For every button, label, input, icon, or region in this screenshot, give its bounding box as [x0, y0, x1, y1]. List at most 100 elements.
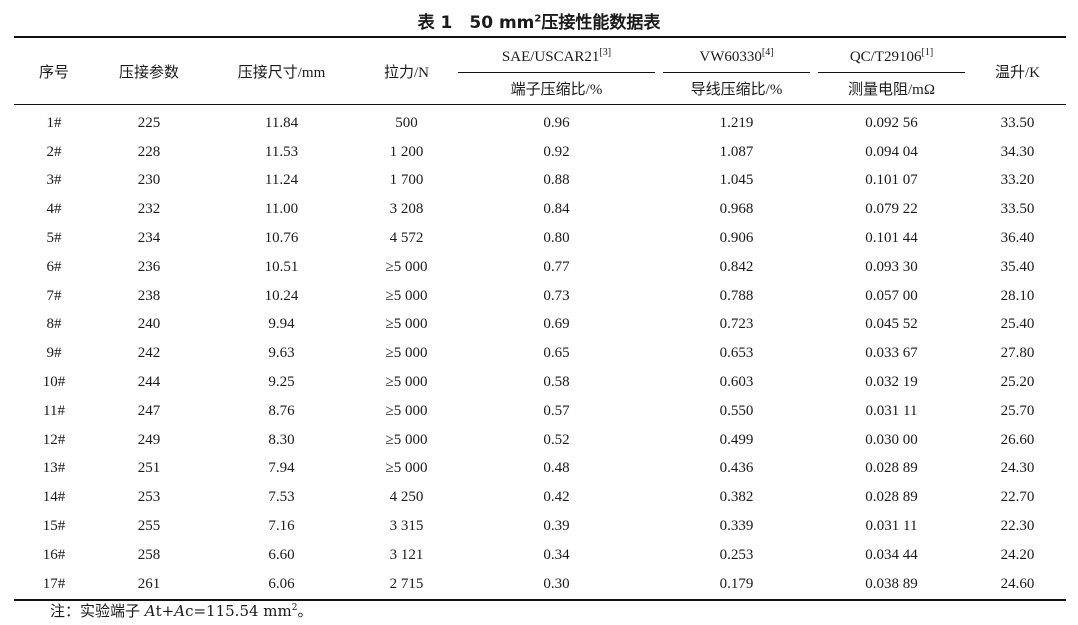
cell-seq: 2# — [46, 143, 62, 160]
cell-seq: 8# — [46, 316, 62, 333]
cell-tension: 3 121 — [389, 546, 424, 563]
cell-temp: 25.70 — [1000, 402, 1035, 419]
header-sae: SAE/USCAR21[3] — [454, 37, 659, 73]
cell-temp: 33.50 — [1000, 114, 1035, 131]
cell-sae: 0.96 — [543, 114, 570, 131]
cell-sae: 0.88 — [543, 172, 570, 189]
cell-seq: 14# — [42, 489, 66, 506]
cell-crimp-size: 11.24 — [264, 172, 299, 189]
cell-sae: 0.69 — [543, 316, 570, 333]
cell-vw: 0.550 — [719, 402, 754, 419]
table-row: 2# 228 11.53 1 200 0.92 1.087 0.094 04 34.30 — [14, 138, 1066, 167]
cell-vw: 0.179 — [659, 569, 814, 601]
cell-temp: 35.40 — [1000, 258, 1035, 275]
cell-vw: 1.087 — [719, 143, 754, 160]
header-seq: 序号 — [38, 64, 69, 81]
cell-sae: 0.73 — [543, 287, 570, 304]
cell-sae: 0.80 — [543, 230, 570, 247]
cell-crimp-param: 232 — [137, 201, 161, 218]
cell-sae: 0.77 — [543, 258, 570, 275]
cell-temp: 24.30 — [1000, 460, 1035, 477]
cell-vw: 0.653 — [719, 345, 754, 362]
table-row: 13# 251 7.94 ≥5 000 0.48 0.436 0.028 89 24.30 — [14, 455, 1066, 484]
cell-tension: 500 — [395, 114, 418, 131]
cell-qc: 0.030 00 — [865, 431, 918, 448]
cell-crimp-size: 7.16 — [268, 518, 295, 535]
cell-crimp-size: 7.53 — [268, 489, 295, 506]
cell-tension: 1 200 — [389, 143, 424, 160]
header-row: 序号 压接参数 压接尺寸/mm 拉力/N SAE/USCAR21[3] VW60… — [14, 37, 1066, 81]
cell-seq: 16# — [42, 546, 66, 563]
cell-tension: ≥5 000 — [385, 287, 428, 304]
header-crimp-size: 压接尺寸/mm — [237, 64, 326, 81]
cell-tension: ≥5 000 — [385, 460, 428, 477]
cell-tension: ≥5 000 — [385, 402, 428, 419]
cell-temp: 36.40 — [1000, 230, 1035, 247]
cell-sae: 0.42 — [543, 489, 570, 506]
table-row: 7# 238 10.24 ≥5 000 0.73 0.788 0.057 00 28.10 — [14, 282, 1066, 311]
cell-crimp-param: 225 — [137, 114, 161, 131]
cell-crimp-param: 251 — [137, 460, 161, 477]
cell-seq: 6# — [46, 258, 62, 275]
cell-temp: 34.30 — [1000, 143, 1035, 160]
cell-vw: 0.788 — [719, 287, 754, 304]
table-row: 6# 236 10.51 ≥5 000 0.77 0.842 0.093 30 35.40 — [14, 253, 1066, 282]
cell-tension: 3 208 — [389, 201, 424, 218]
cell-crimp-param: 255 — [137, 518, 161, 535]
cell-crimp-size: 8.30 — [268, 431, 295, 448]
cell-tension: 1 700 — [389, 172, 424, 189]
cell-seq: 4# — [46, 201, 62, 218]
table-row: 15# 255 7.16 3 315 0.39 0.339 0.031 11 22.30 — [14, 512, 1066, 541]
cell-vw: 0.382 — [719, 489, 754, 506]
cell-tension: 3 315 — [389, 518, 424, 535]
cell-crimp-size: 10.24 — [264, 287, 299, 304]
cell-qc: 0.057 00 — [865, 287, 918, 304]
cell-sae: 0.57 — [543, 402, 570, 419]
cell-crimp-param: 244 — [137, 374, 161, 391]
cell-vw: 0.499 — [719, 431, 754, 448]
cell-seq: 15# — [42, 518, 66, 535]
cell-tension: ≥5 000 — [385, 316, 428, 333]
cell-qc: 0.094 04 — [865, 143, 918, 160]
table-row: 5# 234 10.76 4 572 0.80 0.906 0.101 44 36.40 — [14, 224, 1066, 253]
cell-temp: 24.20 — [1000, 546, 1035, 563]
cell-crimp-size: 11.84 — [264, 114, 299, 131]
table-row: 11# 247 8.76 ≥5 000 0.57 0.550 0.031 11 25.70 — [14, 397, 1066, 426]
cell-crimp-size: 6.60 — [268, 546, 295, 563]
cell-sae: 0.84 — [543, 201, 570, 218]
table-row: 12# 249 8.30 ≥5 000 0.52 0.499 0.030 00 26.60 — [14, 426, 1066, 455]
header-tension: 拉力/N — [383, 64, 429, 81]
cell-seq: 11# — [43, 402, 65, 419]
cell-sae: 0.65 — [543, 345, 570, 362]
cell-temp: 22.30 — [1000, 518, 1035, 535]
cell-tension: ≥5 000 — [385, 374, 428, 391]
cell-crimp-size: 11.00 — [264, 201, 299, 218]
cell-seq: 3# — [46, 172, 62, 189]
cell-temp: 25.40 — [1000, 316, 1035, 333]
header-subrow: 端子压缩比/% 导线压缩比/% 测量电阻/mΩ — [14, 73, 1066, 105]
cell-crimp-param: 247 — [137, 402, 161, 419]
cell-sae: 0.92 — [543, 143, 570, 160]
cell-crimp-size: 9.25 — [268, 374, 295, 391]
cell-vw: 0.968 — [719, 201, 754, 218]
cell-sae: 0.39 — [543, 518, 570, 535]
cell-temp: 25.20 — [1000, 374, 1035, 391]
cell-qc: 0.038 89 — [814, 569, 969, 601]
cell-qc: 0.093 30 — [865, 258, 918, 275]
table-note: 注：实验端子 At+Ac=115.54 mm2。 — [50, 602, 313, 620]
cell-crimp-size: 9.94 — [268, 316, 295, 333]
cell-crimp-size: 10.51 — [264, 258, 299, 275]
cell-seq: 1# — [46, 114, 62, 131]
cell-crimp-param: 240 — [137, 316, 161, 333]
table-row: 9# 242 9.63 ≥5 000 0.65 0.653 0.033 67 27.80 — [14, 339, 1066, 368]
cell-temp: 33.20 — [1000, 172, 1035, 189]
header-vw: VW60330[4] — [659, 37, 814, 73]
cell-sae: 0.30 — [454, 569, 659, 601]
cell-crimp-size: 9.63 — [268, 345, 295, 362]
cell-vw: 0.723 — [719, 316, 754, 333]
cell-crimp-size: 8.76 — [268, 402, 295, 419]
cell-qc: 0.079 22 — [865, 201, 918, 218]
cell-crimp-param: 238 — [137, 287, 161, 304]
cell-sae: 0.58 — [543, 374, 570, 391]
header-qc-sub: 测量电阻/mΩ — [848, 82, 935, 98]
